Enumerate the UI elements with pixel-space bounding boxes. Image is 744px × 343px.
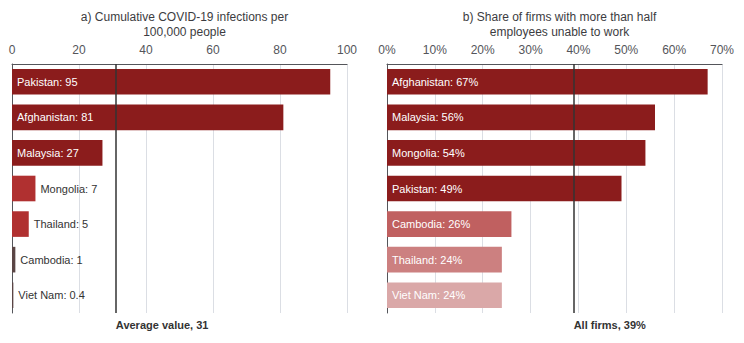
svg-text:b) Share of firms with more th: b) Share of firms with more than half bbox=[463, 10, 657, 24]
svg-text:Malaysia: 27: Malaysia: 27 bbox=[17, 147, 79, 159]
svg-text:40%: 40% bbox=[566, 43, 590, 57]
svg-text:40: 40 bbox=[139, 43, 153, 57]
svg-text:All firms, 39%: All firms, 39% bbox=[574, 319, 646, 331]
svg-text:10%: 10% bbox=[423, 43, 447, 57]
svg-text:Cambodia: 26%: Cambodia: 26% bbox=[392, 218, 470, 230]
svg-text:Malaysia: 56%: Malaysia: 56% bbox=[392, 111, 464, 123]
svg-text:Pakistan: 49%: Pakistan: 49% bbox=[392, 183, 463, 195]
svg-text:Afghanistan: 67%: Afghanistan: 67% bbox=[392, 76, 478, 88]
svg-text:60: 60 bbox=[206, 43, 220, 57]
svg-text:Afghanistan: 81: Afghanistan: 81 bbox=[17, 111, 93, 123]
svg-text:30%: 30% bbox=[519, 43, 543, 57]
svg-text:employees unable to work: employees unable to work bbox=[490, 25, 630, 39]
svg-text:20: 20 bbox=[72, 43, 86, 57]
svg-text:80: 80 bbox=[273, 43, 287, 57]
svg-text:0%: 0% bbox=[378, 43, 396, 57]
svg-text:Viet Nam: 0.4: Viet Nam: 0.4 bbox=[18, 289, 84, 301]
svg-text:70%: 70% bbox=[710, 43, 734, 57]
svg-text:a) Cumulative COVID-19 infecti: a) Cumulative COVID-19 infections per bbox=[81, 10, 288, 24]
svg-text:Average value, 31: Average value, 31 bbox=[116, 319, 209, 331]
svg-text:20%: 20% bbox=[471, 43, 495, 57]
svg-text:Thailand: 5: Thailand: 5 bbox=[34, 218, 88, 230]
svg-text:Cambodia: 1: Cambodia: 1 bbox=[20, 254, 82, 266]
svg-text:50%: 50% bbox=[614, 43, 638, 57]
svg-text:Mongolia: 7: Mongolia: 7 bbox=[40, 183, 97, 195]
svg-text:100,000 people: 100,000 people bbox=[143, 25, 226, 39]
svg-text:60%: 60% bbox=[662, 43, 686, 57]
svg-text:Mongolia: 54%: Mongolia: 54% bbox=[392, 147, 465, 159]
svg-text:Pakistan: 95: Pakistan: 95 bbox=[17, 76, 78, 88]
svg-text:0: 0 bbox=[9, 43, 16, 57]
svg-text:100: 100 bbox=[337, 43, 357, 57]
svg-text:Viet Nam: 24%: Viet Nam: 24% bbox=[392, 289, 465, 301]
svg-text:Thailand: 24%: Thailand: 24% bbox=[392, 254, 463, 266]
